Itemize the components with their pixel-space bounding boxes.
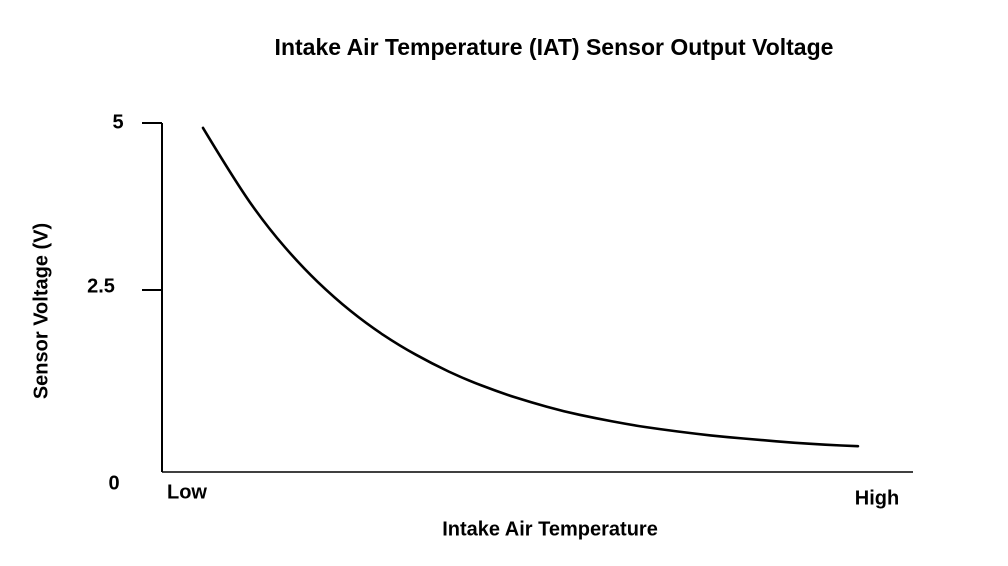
x-tick-label-high: High [854,487,900,510]
y-tick-label-0: 0 [108,472,120,495]
y-tick-label-2-5: 2.5 [87,275,115,298]
chart-title: Intake Air Temperature (IAT) Sensor Outp… [274,34,834,60]
y-tick-label-5: 5 [112,111,124,134]
x-tick-label-low: Low [167,481,207,504]
x-axis-label: Intake Air Temperature [442,518,658,541]
sensor-voltage-curve [201,126,860,448]
